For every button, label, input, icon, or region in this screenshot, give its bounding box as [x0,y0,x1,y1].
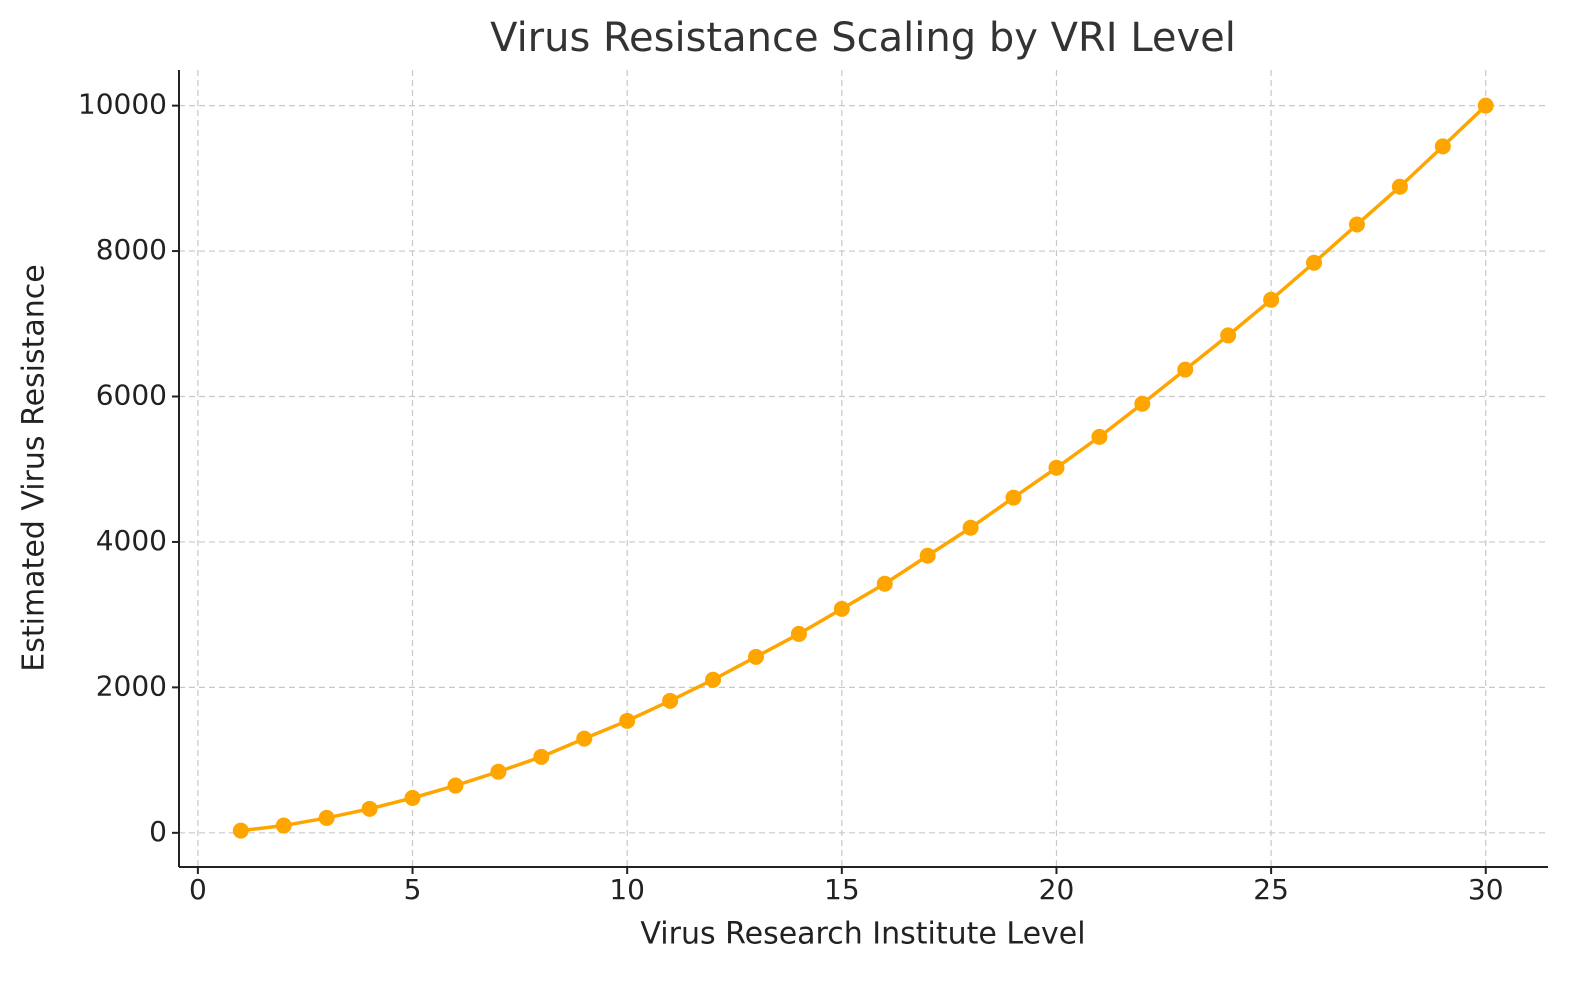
x-tick-label: 30 [1468,873,1504,906]
x-tick-label: 10 [609,873,645,906]
data-point [1477,97,1494,114]
data-point [876,575,893,592]
x-tick-label: 0 [189,873,207,906]
data-line [240,104,1487,833]
data-point [1177,361,1194,378]
data-point [1263,291,1280,308]
data-point [833,600,850,617]
y-tick-label: 0 [149,815,167,848]
data-point [1434,138,1451,155]
chart-title: Virus Resistance Scaling by VRI Level [490,15,1236,61]
data-point [490,763,507,780]
data-point [576,730,593,747]
data-point [619,712,636,729]
x-tick-label: 5 [404,873,422,906]
x-tick-label: 15 [824,873,860,906]
data-point [1134,395,1151,412]
data-point [1048,459,1065,476]
data-point [962,519,979,536]
data-point [705,671,722,688]
data-point [232,822,249,839]
y-tick-label: 10000 [78,88,167,121]
y-tick-label: 8000 [96,233,167,266]
data-point [790,625,807,642]
data-point [275,817,292,834]
data-point [361,800,378,817]
data-point [1005,489,1022,506]
data-point [404,789,421,806]
y-tick-label: 6000 [96,379,167,412]
y-axis-label: Estimated Virus Resistance [17,264,52,671]
y-tick-label: 2000 [96,669,167,702]
x-axis-label: Virus Research Institute Level [640,917,1085,952]
data-point [1306,254,1323,271]
data-point [1091,428,1108,445]
data-point [533,748,550,765]
data-point [919,547,936,564]
data-point [1391,178,1408,195]
data-point [1220,327,1237,344]
y-tick-label: 4000 [96,524,167,557]
data-point [747,648,764,665]
data-point [1348,216,1365,233]
data-point [318,809,335,826]
x-tick-label: 25 [1253,873,1289,906]
data-point [662,692,679,709]
data-point [447,777,464,794]
x-tick-label: 20 [1039,873,1075,906]
